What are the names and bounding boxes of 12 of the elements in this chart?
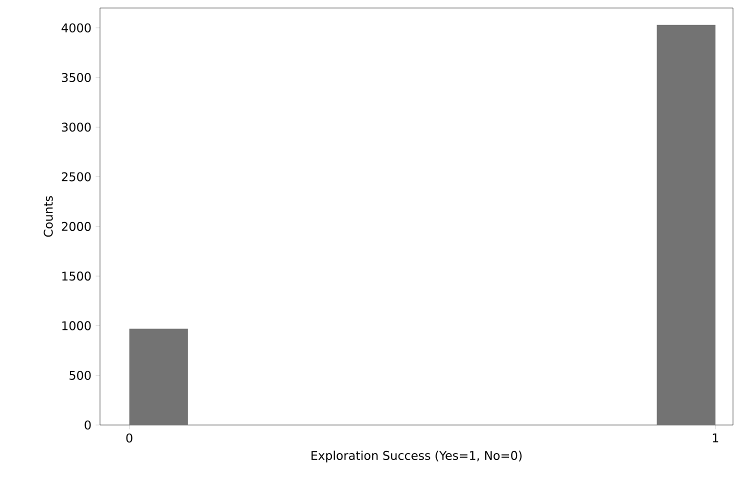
y-axis-title: Counts — [44, 196, 53, 237]
y-tick-label: 500 — [70, 370, 91, 380]
y-tick-label: 3500 — [62, 72, 91, 82]
y-tick-label: 1500 — [62, 272, 91, 281]
x-axis-title: Exploration Success (Yes=1, No=0) — [312, 450, 522, 462]
y-tick-label: 4000 — [62, 23, 91, 32]
y-tick-label: 0 — [84, 420, 91, 430]
x-tick-label: 1 — [712, 433, 718, 442]
y-tick-label: 2000 — [62, 222, 91, 231]
y-tick-label: 3000 — [62, 122, 91, 132]
y-tick-label: 1000 — [62, 321, 91, 330]
y-tick-label: 2500 — [62, 172, 91, 182]
